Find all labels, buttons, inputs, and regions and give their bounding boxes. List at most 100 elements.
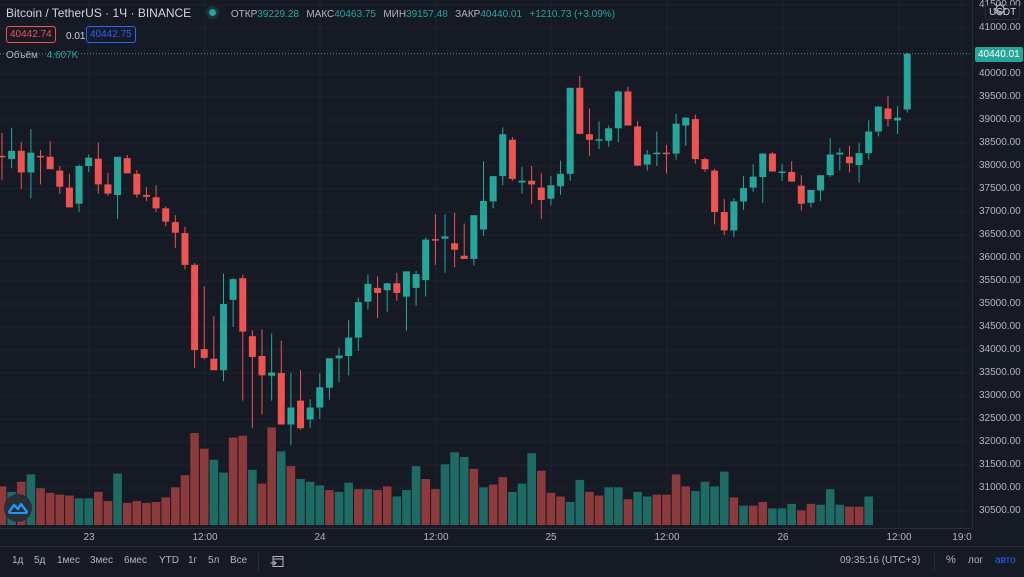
candle-up	[855, 153, 863, 166]
candle-up	[422, 239, 430, 281]
candle-up	[335, 355, 343, 359]
volume-bar	[325, 490, 334, 525]
volume-bar	[825, 489, 835, 525]
candle-down	[46, 156, 54, 170]
candle-up	[489, 176, 497, 202]
range-ytd-button[interactable]: YTD	[159, 555, 179, 566]
volume-legend[interactable]: Объём 4.607K	[6, 50, 78, 61]
price-tick: 34000.00	[979, 344, 1021, 355]
range-6m-button[interactable]: 6мес	[124, 555, 147, 566]
volume-bar	[459, 456, 469, 525]
volume-bar	[26, 474, 36, 525]
candle-up	[759, 153, 767, 178]
auto-scale-toggle[interactable]: авто	[995, 555, 1016, 566]
volume-bar	[276, 451, 286, 525]
volume-bar	[498, 477, 508, 525]
clock-timezone[interactable]: 09:35:16 (UTC+3)	[840, 555, 921, 566]
volume-bar	[431, 489, 440, 525]
volume-bar	[402, 490, 411, 525]
tradingview-logo[interactable]	[4, 494, 32, 522]
volume-bar	[527, 453, 536, 525]
range-5y-button[interactable]: 5л	[208, 555, 220, 566]
range-1y-button[interactable]: 1г	[188, 555, 198, 566]
volume-bar	[219, 472, 228, 525]
volume-bar	[796, 510, 806, 525]
candle-down	[576, 87, 584, 134]
time-tick: 26	[777, 532, 789, 543]
high-value: 40463.75	[334, 9, 376, 20]
settings-gear-icon[interactable]	[993, 2, 1007, 16]
volume-label: Объём	[6, 50, 38, 61]
candle-down	[528, 180, 536, 185]
candle-down	[200, 349, 208, 358]
candle-down	[56, 170, 64, 187]
candle-down	[181, 233, 189, 265]
candle-up	[75, 166, 83, 204]
volume-bar	[450, 452, 459, 525]
chart-pane[interactable]: Bitcoin / TetherUS · 1Ч · BINANCE ОТКР 39…	[0, 0, 972, 528]
go-to-date-icon[interactable]	[270, 555, 284, 568]
candle-down	[845, 156, 853, 164]
volume-bar	[74, 498, 84, 525]
volume-bar	[199, 448, 209, 525]
log-scale-toggle[interactable]: лог	[968, 555, 984, 566]
volume-bar	[816, 504, 825, 525]
volume-bar	[488, 484, 498, 525]
time-tick: 25	[545, 532, 557, 543]
candle-up	[219, 304, 227, 371]
volume-bar	[248, 469, 257, 525]
low-label: МИН	[383, 9, 407, 20]
candle-up	[614, 91, 622, 129]
volume-bar	[180, 475, 190, 525]
time-tick: 24	[314, 532, 326, 543]
candle-up	[740, 188, 748, 202]
candlestick-chart[interactable]	[0, 0, 972, 528]
price-tick: 40000.00	[979, 68, 1021, 79]
volume-bar	[0, 486, 7, 525]
volume-bar	[392, 496, 402, 525]
candle-down	[210, 358, 218, 371]
volume-bar	[854, 506, 864, 525]
candle-up	[383, 283, 391, 291]
close-label: ЗАКР	[455, 9, 481, 20]
range-3m-button[interactable]: 3мес	[90, 555, 113, 566]
volume-bar	[691, 490, 700, 525]
price-scale[interactable]: 41500.0041000.0040000.0039500.0039000.00…	[972, 0, 1024, 528]
sell-button[interactable]: 40442.74	[6, 26, 56, 43]
candle-down	[133, 173, 141, 195]
volume-bar	[142, 502, 151, 525]
volume-bar	[45, 492, 55, 525]
percent-scale-toggle[interactable]: %	[946, 554, 956, 566]
volume-bar	[479, 487, 488, 525]
range-5d-button[interactable]: 5д	[34, 555, 46, 566]
candle-down	[393, 283, 401, 293]
volume-bar	[546, 492, 556, 525]
candle-down	[788, 171, 796, 182]
volume-bar	[354, 489, 363, 525]
candle-up	[345, 337, 353, 356]
price-tick: 34500.00	[979, 321, 1021, 332]
range-1d-button[interactable]: 1д	[12, 555, 24, 566]
range-1m-button[interactable]: 1мес	[57, 555, 80, 566]
volume-bar	[585, 491, 594, 525]
volume-bar	[363, 489, 373, 525]
buy-button[interactable]: 40442.75	[86, 26, 136, 43]
volume-bar	[421, 479, 431, 525]
candle-down	[65, 187, 73, 208]
candle-down	[248, 336, 256, 357]
volume-bar	[238, 435, 248, 525]
price-tick: 37500.00	[979, 183, 1021, 194]
volume-bar	[267, 427, 276, 525]
symbol-title[interactable]: Bitcoin / TetherUS · 1Ч · BINANCE	[6, 6, 192, 20]
low-value: 39157.48	[406, 9, 448, 20]
range-all-button[interactable]: Все	[230, 555, 248, 566]
time-tick: 12:00	[423, 532, 449, 543]
candle-down	[239, 278, 247, 332]
volume-value: 4.607K	[46, 50, 79, 61]
candle-up	[441, 236, 449, 239]
logo-icon	[8, 502, 28, 514]
volume-bar	[508, 491, 517, 525]
open-label: ОТКР	[230, 9, 258, 20]
volume-bar	[94, 491, 103, 525]
time-scale[interactable]: 23 12:00 24 12:00 25 12:00 26 12:00 19:0	[0, 2, 1007, 547]
